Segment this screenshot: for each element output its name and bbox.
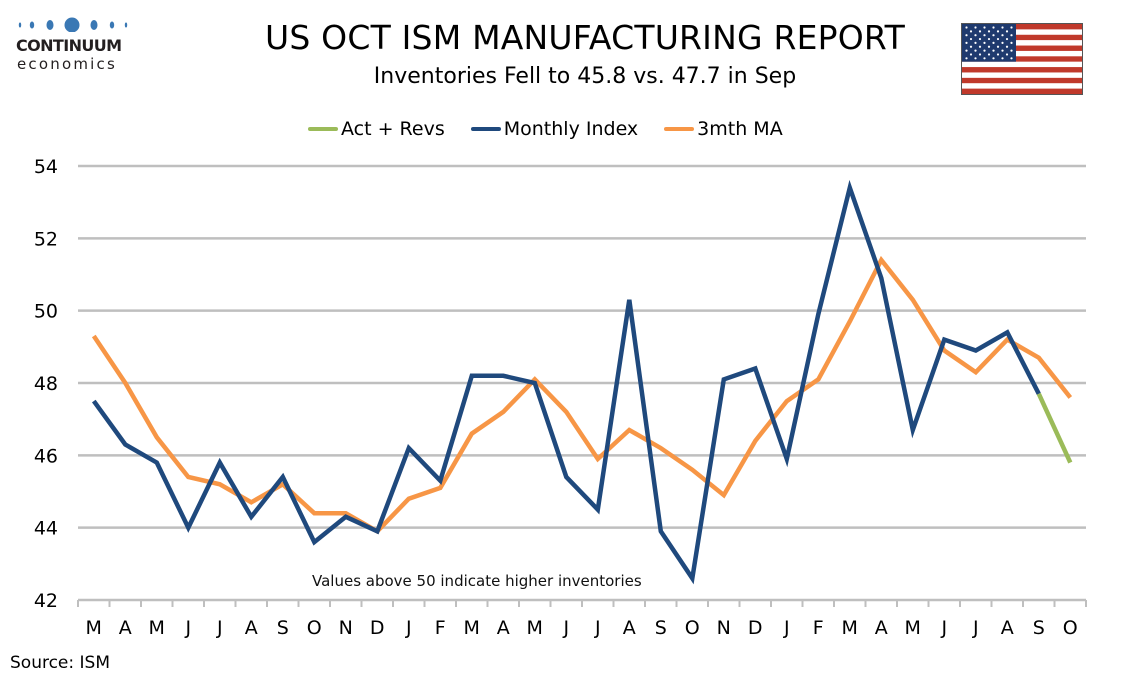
x-tick-label: M	[86, 617, 102, 639]
x-tick-label: J	[405, 617, 412, 639]
x-tick-label: A	[875, 617, 888, 639]
y-tick-label: 52	[34, 228, 58, 250]
x-tick-label: O	[1063, 617, 1078, 639]
x-tick-label: O	[307, 617, 322, 639]
x-tick-label: J	[184, 617, 191, 639]
x-tick-label: M	[905, 617, 921, 639]
x-tick-label: F	[813, 617, 824, 639]
y-tick-label: 42	[34, 590, 58, 612]
logo-subtitle: economics	[17, 55, 117, 73]
x-tick-label: A	[497, 617, 510, 639]
x-tick-label: M	[527, 617, 543, 639]
legend-swatch-3mth-ma	[664, 127, 695, 131]
legend-swatch-act-revs	[308, 127, 338, 131]
chart-annotation: Values above 50 indicate higher inventor…	[312, 572, 642, 590]
x-tick-label: J	[783, 617, 790, 639]
source-note: Source: ISM	[10, 653, 110, 673]
legend-item-3mth-ma: 3mth MA	[664, 118, 783, 140]
gridlines	[78, 164, 1086, 529]
x-tick-label: O	[685, 617, 700, 639]
x-tick-label: S	[655, 617, 667, 639]
y-tick-label: 46	[34, 445, 58, 467]
y-axis-ticks: 42 44 46 48 50 52 54	[34, 156, 58, 612]
x-axis	[77, 598, 1087, 607]
x-tick-label: A	[245, 617, 258, 639]
x-tick-label: M	[149, 617, 165, 639]
us-flag-icon	[961, 23, 1083, 95]
x-tick-label: D	[370, 617, 385, 639]
series-lines	[91, 179, 1073, 585]
y-tick-label: 50	[34, 301, 58, 323]
chart-title: US OCT ISM MANUFACTURING REPORT	[264, 18, 906, 57]
x-tick-label: S	[277, 617, 289, 639]
logo-dots-icon	[18, 17, 128, 32]
x-tick-label: J	[594, 617, 601, 639]
logo-wordmark: CONTINUUM	[16, 36, 122, 55]
chart-subtitle: Inventories Fell to 45.8 vs. 47.7 in Sep	[373, 64, 797, 89]
y-tick-label: 54	[34, 156, 58, 178]
x-tick-label: J	[972, 617, 979, 639]
legend-label-act-revs: Act + Revs	[341, 118, 445, 140]
x-tick-label: J	[216, 617, 223, 639]
series-line-3mth-ma	[91, 255, 1073, 535]
x-tick-label: D	[748, 617, 763, 639]
x-tick-label: A	[1001, 617, 1014, 639]
x-tick-label: A	[119, 617, 132, 639]
legend-label-3mth-ma: 3mth MA	[697, 118, 783, 140]
series-line-act-revs	[1036, 392, 1073, 464]
continuum-economics-logo: CONTINUUM economics	[14, 14, 134, 76]
legend-swatch-monthly-index	[470, 127, 501, 131]
legend-item-monthly-index: Monthly Index	[470, 118, 639, 140]
x-tick-label: A	[623, 617, 636, 639]
y-tick-label: 48	[34, 373, 58, 395]
x-tick-label: S	[1033, 617, 1045, 639]
x-tick-label: N	[339, 617, 353, 639]
x-tick-label: J	[940, 617, 947, 639]
legend-item-act-revs: Act + Revs	[308, 118, 445, 140]
x-tick-label: J	[562, 617, 569, 639]
x-tick-label: N	[717, 617, 731, 639]
x-tick-label: M	[464, 617, 480, 639]
legend-label-monthly-index: Monthly Index	[503, 118, 639, 140]
y-tick-label: 44	[34, 518, 58, 540]
x-tick-label: M	[842, 617, 858, 639]
series-line-monthly-index	[91, 179, 1041, 585]
x-tick-label: F	[435, 617, 446, 639]
chart-legend: Act + Revs Monthly Index 3mth MA	[308, 116, 809, 142]
